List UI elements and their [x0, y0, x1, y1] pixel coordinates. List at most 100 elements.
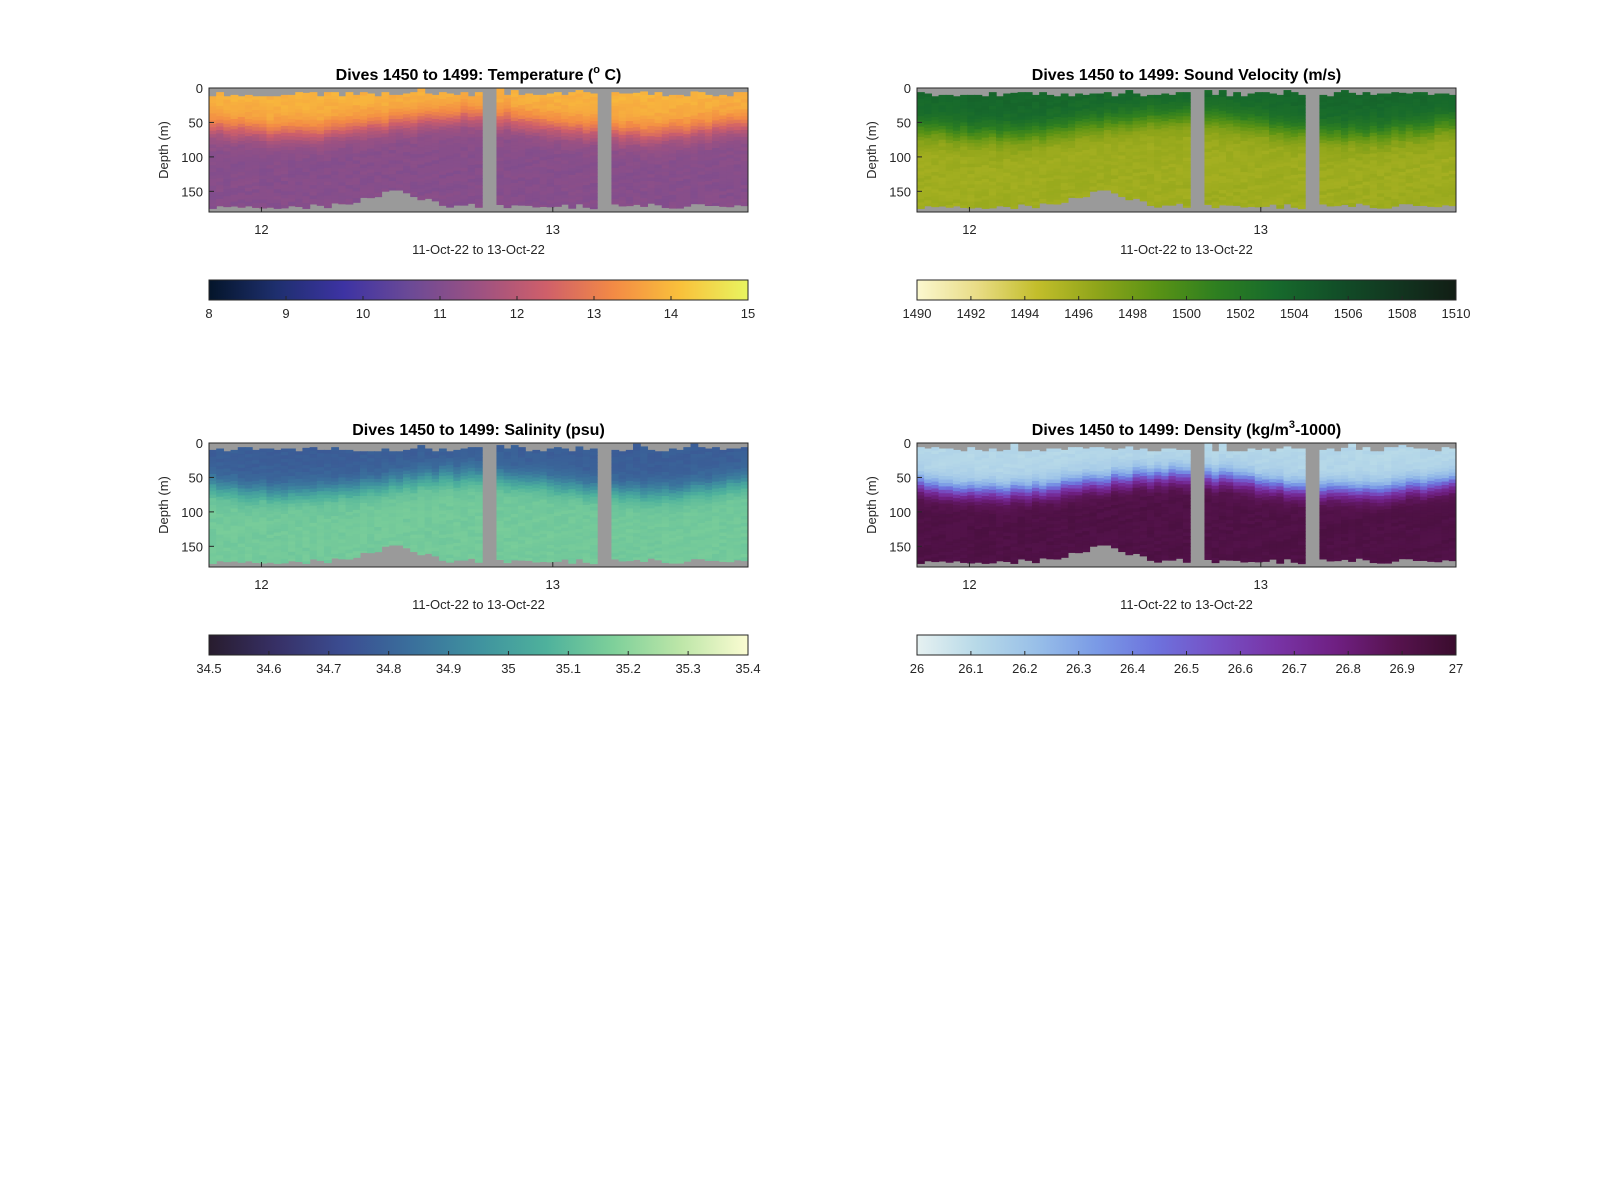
heatmap-cell: [323, 102, 332, 107]
heatmap-cell: [582, 181, 591, 186]
heatmap-cell: [1161, 96, 1170, 101]
heatmap-cell: [1283, 138, 1292, 143]
heatmap-cell: [1039, 192, 1047, 197]
heatmap-cell: [331, 192, 339, 197]
heatmap-cell: [1283, 114, 1292, 119]
heatmap-cell: [518, 181, 526, 186]
heatmap-cell: [244, 163, 253, 168]
heatmap-cell: [1168, 119, 1177, 124]
heatmap-cell: [931, 116, 940, 121]
heatmap-cell: [352, 136, 361, 141]
heatmap-cell: [295, 192, 304, 197]
colorbar-tick-label: 1510: [1442, 306, 1471, 321]
heatmap-cell: [1427, 112, 1436, 117]
heatmap-cell: [676, 160, 684, 165]
heatmap-cell: [633, 172, 641, 177]
heatmap-cell: [1146, 194, 1155, 199]
heatmap-cell: [704, 174, 713, 179]
heatmap-cell: [1168, 187, 1177, 192]
heatmap-cell: [244, 467, 253, 472]
heatmap-cell: [518, 177, 526, 182]
heatmap-cell: [388, 94, 397, 99]
heatmap-cell: [1089, 155, 1098, 160]
heatmap-cell: [988, 119, 997, 124]
heatmap-cell: [1333, 92, 1342, 97]
heatmap-cell: [661, 151, 670, 156]
heatmap-cell: [352, 132, 361, 137]
heatmap-cell: [589, 183, 598, 188]
heatmap-cell: [302, 154, 311, 159]
heatmap-cell: [1319, 167, 1328, 172]
heatmap-cell: [237, 154, 246, 159]
heatmap-cell: [1211, 205, 1220, 209]
heatmap-cell: [424, 172, 433, 177]
heatmap-cell: [403, 148, 411, 153]
heatmap-cell: [474, 95, 483, 100]
heatmap-cell: [309, 126, 318, 131]
heatmap-cell: [460, 143, 469, 148]
heatmap-cell: [568, 174, 577, 179]
heatmap-cell: [1132, 96, 1141, 101]
heatmap-cell: [1420, 178, 1428, 183]
heatmap-cell: [1355, 129, 1364, 134]
heatmap-cell: [625, 145, 634, 150]
heatmap-cell: [1146, 108, 1155, 113]
heatmap-cell: [1211, 150, 1220, 155]
heatmap-cell: [1405, 100, 1414, 105]
heatmap-cell: [640, 112, 648, 117]
heatmap-cell: [1111, 144, 1119, 149]
heatmap-cell: [1434, 152, 1443, 157]
heatmap-cell: [209, 515, 217, 520]
heatmap-cell: [733, 123, 742, 128]
heatmap-cell: [259, 496, 268, 501]
heatmap-cell: [539, 198, 548, 203]
heatmap-cell: [1125, 186, 1134, 191]
heatmap-cell: [237, 130, 246, 135]
heatmap-cell: [345, 105, 354, 110]
heatmap-cell: [712, 172, 720, 177]
heatmap-cell: [446, 172, 454, 177]
heatmap-cell: [1441, 141, 1450, 146]
heatmap-cell: [309, 150, 318, 155]
heatmap-cell: [1067, 165, 1076, 170]
heatmap-cell: [1405, 138, 1414, 143]
heatmap-cell: [1139, 96, 1148, 101]
heatmap-cell: [740, 133, 748, 138]
heatmap-cell: [1269, 155, 1277, 160]
heatmap-cell: [988, 143, 997, 148]
heatmap-cell: [719, 139, 728, 144]
heatmap-cell: [1420, 143, 1428, 148]
heatmap-cell: [525, 145, 533, 150]
heatmap-cell: [331, 167, 339, 172]
heatmap-cell: [582, 147, 591, 152]
heatmap-cell: [553, 126, 562, 131]
heatmap-cell: [1132, 189, 1141, 194]
heatmap-cell: [589, 207, 598, 210]
heatmap-cell: [539, 194, 548, 199]
heatmap-cell: [1269, 145, 1277, 150]
heatmap-cell: [952, 165, 961, 170]
heatmap-cell: [259, 182, 268, 187]
heatmap-cell: [1182, 126, 1191, 131]
heatmap-cell: [1168, 122, 1177, 127]
heatmap-cell: [230, 467, 239, 472]
heatmap-cell: [553, 147, 562, 152]
heatmap-cell: [1103, 105, 1112, 110]
heatmap-cell: [611, 130, 620, 135]
heatmap-cell: [367, 172, 375, 177]
heatmap-cell: [1362, 133, 1371, 138]
heatmap-cell: [740, 188, 748, 193]
heatmap-cell: [237, 474, 246, 479]
heatmap-cell: [1211, 101, 1220, 106]
heatmap-cell: [1017, 188, 1026, 193]
heatmap-cell: [1103, 181, 1112, 186]
heatmap-cell: [252, 560, 260, 563]
heatmap-cell: [388, 177, 397, 182]
heatmap-cell: [1003, 193, 1012, 198]
heatmap-cell: [209, 456, 217, 461]
heatmap-cell: [676, 163, 684, 168]
heatmap-cell: [417, 126, 426, 131]
heatmap-cell: [712, 99, 720, 104]
heatmap-cell: [974, 98, 983, 103]
heatmap-cell: [1420, 147, 1428, 152]
